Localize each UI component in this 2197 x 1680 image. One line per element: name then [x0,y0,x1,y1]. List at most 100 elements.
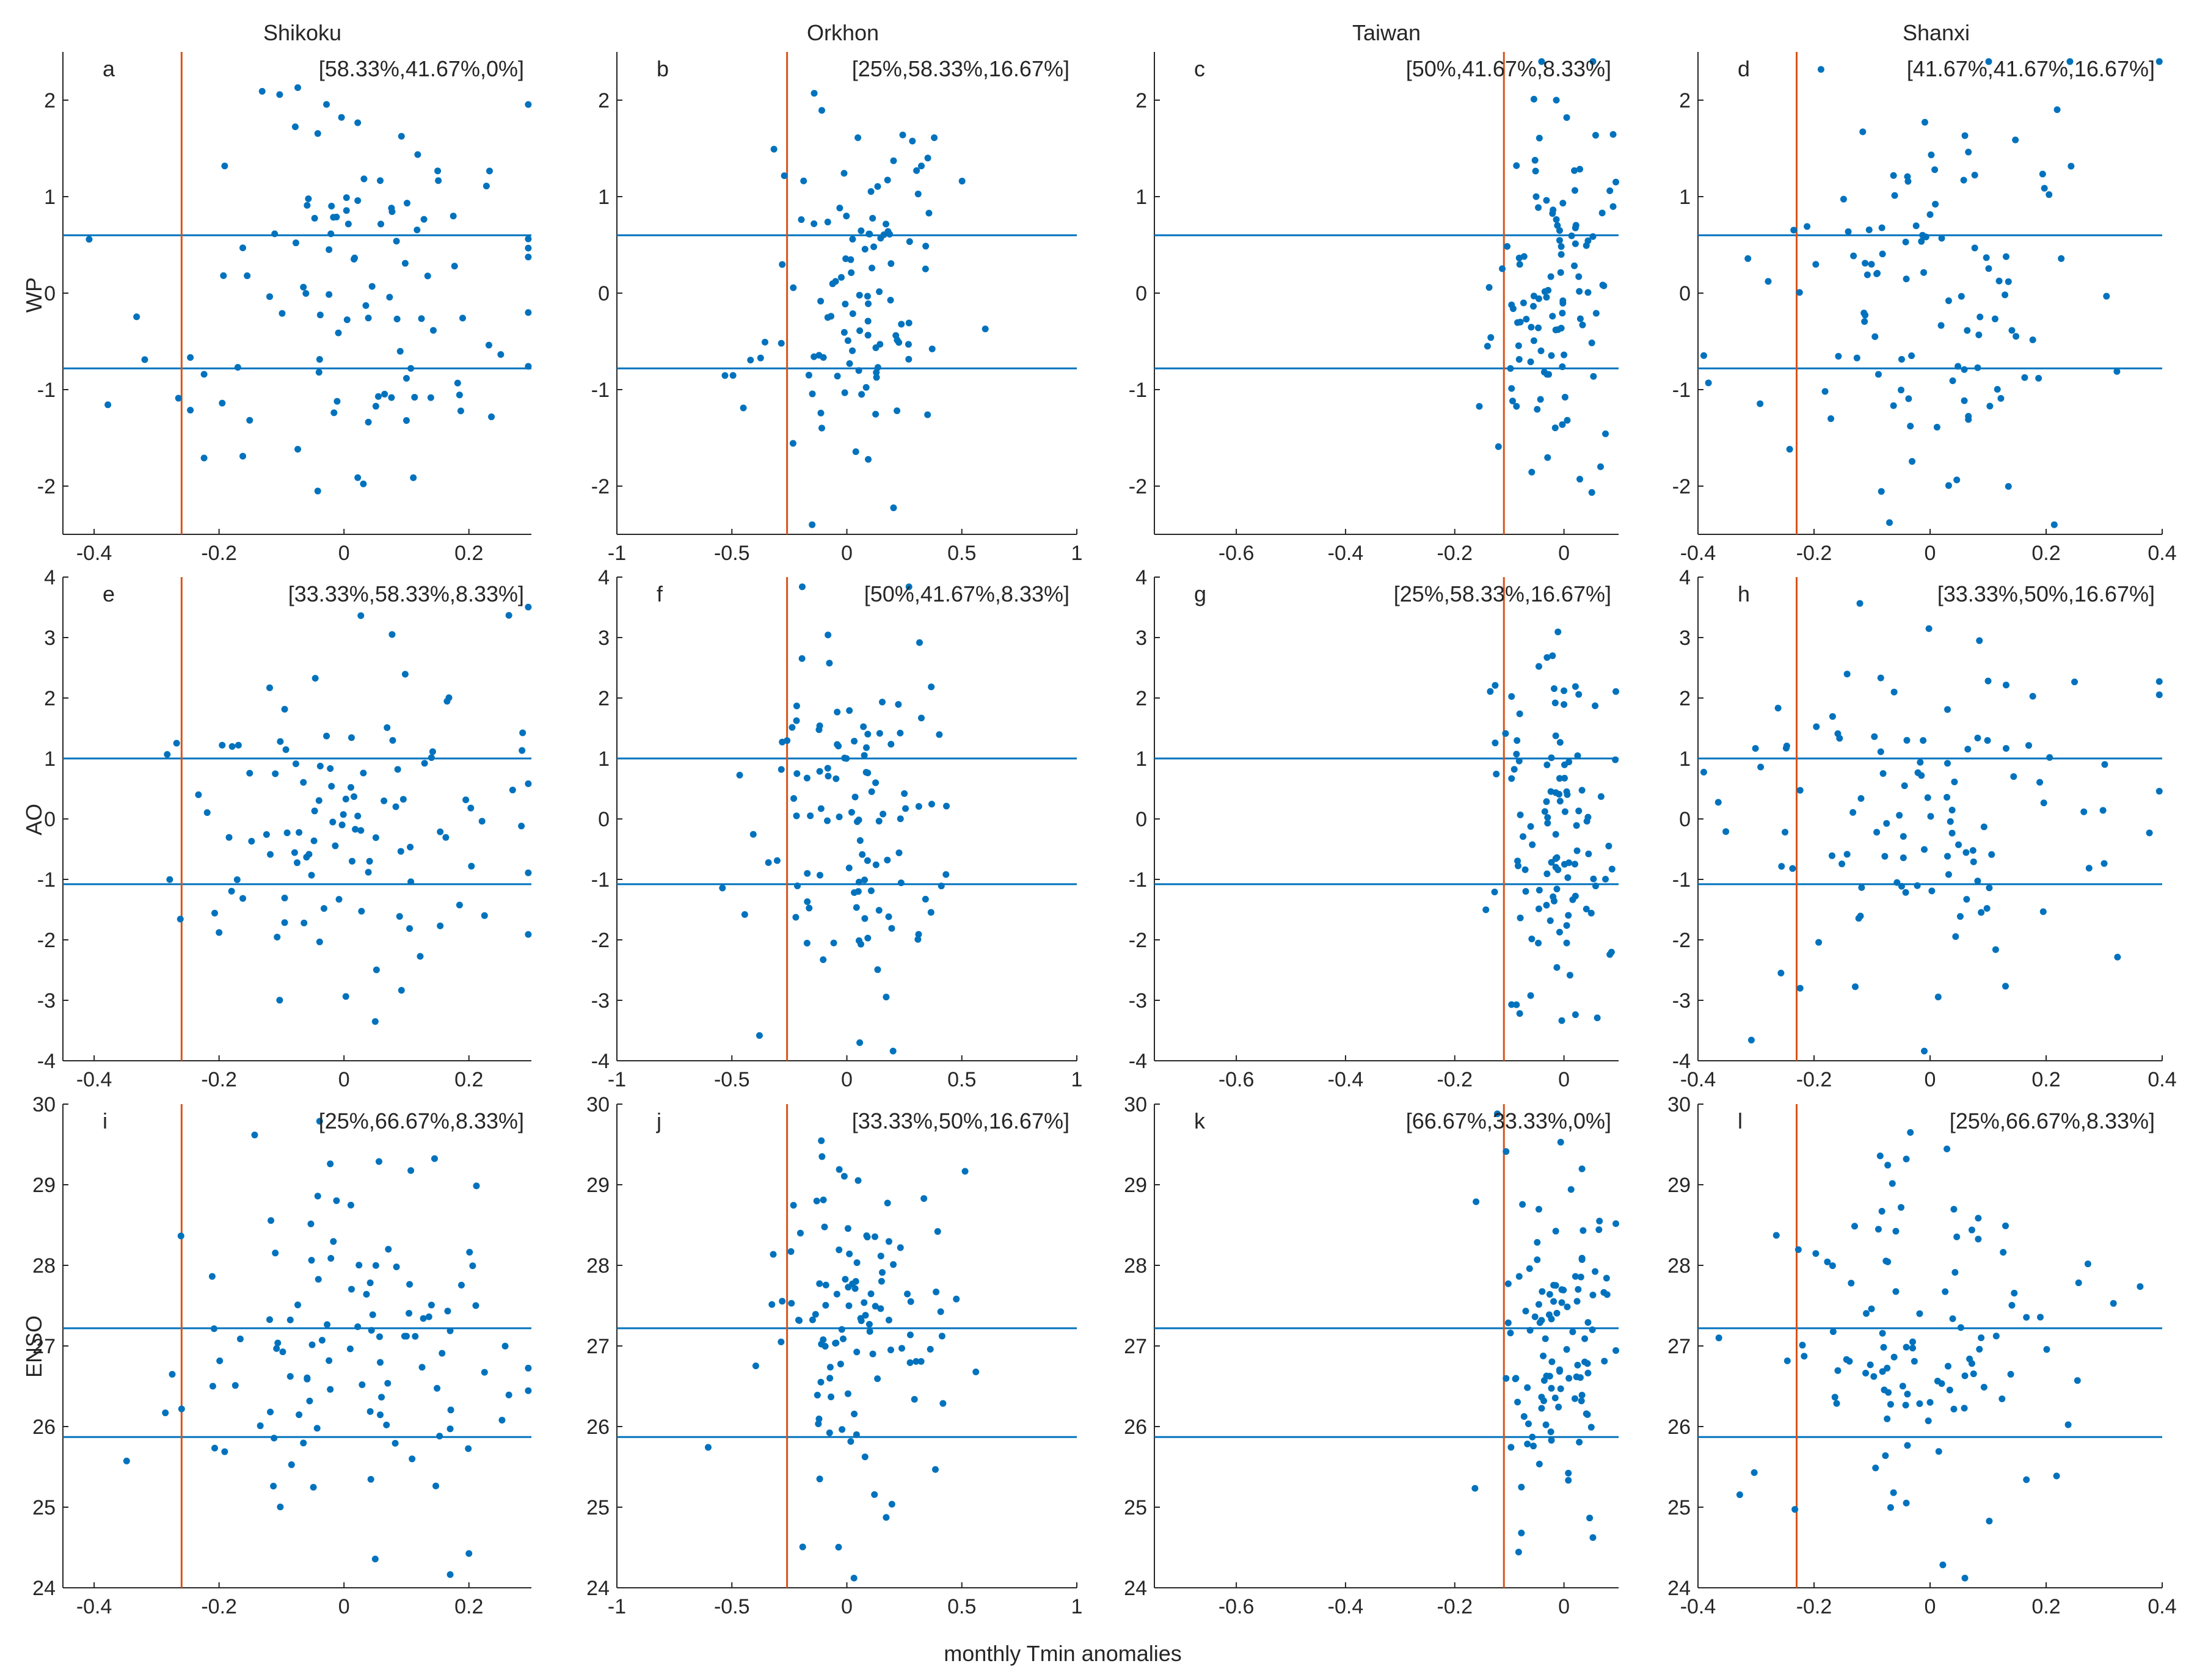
scatter-point [354,1323,362,1330]
scatter-point [399,796,407,803]
scatter-point [357,612,365,619]
column-title-orkhon: Orkhon [807,20,879,45]
x-tick-label: -0.4 [1328,1595,1364,1618]
scatter-point [2039,908,2047,915]
scatter-point [854,1177,862,1184]
scatter-point [1887,1401,1894,1408]
scatter-point [899,131,906,139]
scatter-point [869,264,876,272]
scatter-point [1846,1358,1853,1365]
scatter-point [406,1281,414,1288]
panel-letter: a [103,56,115,81]
scatter-point [133,313,140,321]
scatter-point [288,1461,295,1468]
y-tick-label: -2 [1129,929,1147,952]
y-tick-label: 26 [1667,1416,1691,1439]
scatter-point [392,803,399,810]
scatter-point [385,1246,392,1253]
scatter-point [1926,1398,1934,1406]
x-tick-label: 0.2 [454,1068,483,1091]
scatter-point [872,779,880,787]
x-tick-label: 0.5 [947,1068,976,1091]
scatter-point [1983,905,1991,912]
scatter-point [865,1320,873,1328]
scatter-point [1778,863,1785,870]
scatter-point [917,715,925,722]
scatter-point [1556,928,1563,936]
scatter-point [300,1439,307,1447]
scatter-point [804,870,811,877]
scatter-point [1961,397,1968,404]
scatter-point [437,922,444,929]
scatter-point [2099,807,2107,814]
scatter-point [1921,118,1928,126]
scatter-point [846,360,853,367]
scatter-point [1538,58,1545,65]
x-tick-label: 0 [841,1595,853,1618]
scatter-point [1514,1398,1521,1406]
scatter-point [1514,737,1521,744]
scatter-point [442,834,450,841]
scatter-point [1909,1344,1916,1351]
y-tick-label: 3 [1679,627,1691,650]
scatter-point [1908,352,1915,360]
scatter-point [907,1298,914,1305]
scatter-point [972,1369,980,1376]
scatter-point [310,1483,317,1491]
scatter-point [1875,371,1882,378]
scatter-point [915,803,922,810]
scatter-point [1557,1138,1564,1146]
x-tick-label: 0 [1558,542,1570,565]
scatter-point [824,765,831,772]
scatter-point [1599,282,1606,289]
scatter-point [851,738,858,745]
scatter-point [953,1295,960,1303]
scatter-point [883,1514,890,1521]
scatter-point [1571,187,1578,194]
scatter-point [1992,1333,2000,1340]
y-tick-label: 1 [598,186,610,209]
y-tick-label: 0 [1135,282,1147,305]
scatter-point [869,1350,876,1358]
scatter-point [1955,363,1962,370]
scatter-point [371,1555,379,1563]
scatter-point [1508,385,1515,392]
scatter-point [1902,889,1909,896]
scatter-point [1934,994,1942,1001]
scatter-point [817,805,825,812]
scatter-point [1864,271,1871,278]
scatter-point [310,837,318,845]
scatter-point [420,216,428,223]
scatter-point [1535,1205,1542,1213]
y-tick-label: -1 [591,868,610,892]
scatter-point [1890,1489,1897,1496]
scatter-point [1552,1227,1559,1235]
scatter-point [338,114,345,121]
scatter-point [1602,430,1609,437]
scatter-point [853,904,860,911]
scatter-point [1473,1198,1480,1205]
scatter-point [447,1406,454,1414]
scatter-point [1573,822,1580,829]
scatter-point [1542,1335,1549,1342]
scatter-point [1799,1342,1806,1349]
scatter-point [403,375,410,382]
scatter-point [793,702,800,710]
scatter-point [274,933,281,940]
scatter-point [401,1333,408,1340]
scatter-point [1507,1444,1515,1451]
scatter-point [1974,735,1981,742]
scatter-point [519,747,526,754]
scatter-point [867,188,875,195]
scatter-point [1855,915,1862,922]
scatter-point [813,1198,820,1205]
x-tick-label: 0 [1558,1068,1570,1091]
scatter-point [1931,166,1939,173]
scatter-point [326,246,333,253]
panel-b: -2 -1 0 1 2 -1 -0.5 0 0.5 1 b [25%,58.33%,16.67%] [591,52,1082,565]
scatter-point [304,202,311,209]
scatter-point [2066,58,2074,65]
y-tick-label: 2 [44,89,56,112]
scatter-point [1517,318,1524,325]
scatter-point [1971,244,1978,252]
